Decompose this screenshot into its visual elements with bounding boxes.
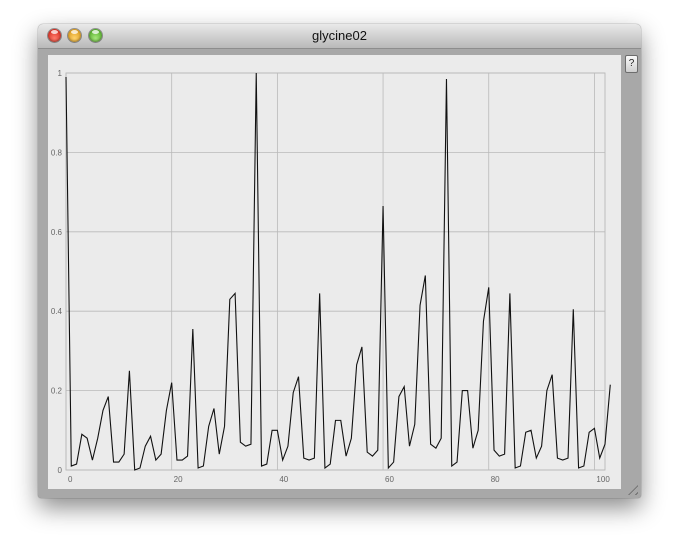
help-button[interactable]: ?: [625, 55, 638, 73]
y-tick-label: 0.8: [51, 148, 63, 157]
title-bar[interactable]: glycine02: [38, 24, 641, 49]
resize-grip[interactable]: [628, 485, 638, 495]
x-tick-label: 40: [279, 475, 288, 484]
zoom-button[interactable]: [89, 29, 102, 42]
y-tick-label: 0.4: [51, 307, 63, 316]
minimize-button[interactable]: [68, 29, 81, 42]
y-tick-label: 1: [58, 69, 63, 78]
x-tick-label: 20: [174, 475, 183, 484]
x-tick-label: 80: [491, 475, 500, 484]
y-tick-label: 0.2: [51, 387, 63, 396]
x-tick-label: 0: [68, 475, 73, 484]
x-tick-label: 100: [596, 475, 610, 484]
y-tick-label: 0.6: [51, 228, 63, 237]
plot-panel: 0 0.2 0.4 0.6 0.8 1 0 20 40 60 80 100: [48, 55, 621, 489]
plot-frame: [65, 72, 606, 471]
app-window: glycine02 0 0.2 0.4 0.6 0.8 1 0 20 40 60 80 100 ?: [38, 24, 641, 498]
y-tick-label: 0: [58, 466, 63, 475]
line-chart: 0 0.2 0.4 0.6 0.8 1 0 20 40 60 80 100: [51, 69, 611, 484]
window-title: glycine02: [312, 28, 367, 43]
close-button[interactable]: [48, 29, 61, 42]
series-line: [65, 72, 611, 471]
x-tick-label: 60: [385, 475, 394, 484]
